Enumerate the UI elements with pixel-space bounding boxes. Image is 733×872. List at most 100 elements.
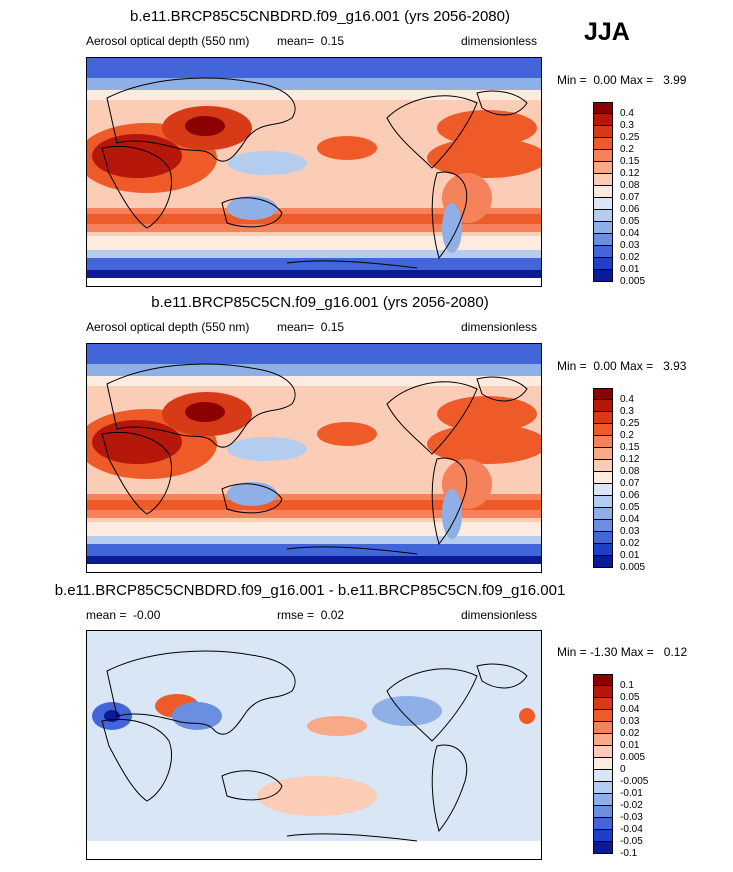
field-blob [92, 420, 182, 464]
min-value: -1.30 [590, 645, 618, 659]
mean-value: 0.15 [320, 34, 345, 48]
colorbar-swatch [593, 424, 613, 436]
colorbar-swatch [593, 234, 613, 246]
variable-label: Aerosol optical depth (550 nm) [86, 320, 250, 334]
colorbar-label: 0.2 [620, 144, 634, 155]
field-blob [437, 396, 537, 432]
field-band [87, 364, 541, 376]
colorbar-label: -0.02 [620, 800, 643, 811]
colorbar-swatch [593, 484, 613, 496]
coastline [101, 718, 173, 802]
mean-label: mean = -0.00 [86, 608, 161, 622]
map-field [87, 344, 541, 572]
colorbar-label: 0.25 [620, 132, 640, 143]
colorbar-label: -0.03 [620, 812, 643, 823]
colorbar-label: 0.005 [620, 752, 646, 763]
field-blob [227, 196, 277, 220]
colorbar-swatch [593, 162, 613, 174]
colorbar-swatch [593, 210, 613, 222]
colorbar-label: 0.12 [620, 168, 640, 179]
colorbar-swatch [593, 258, 613, 270]
colorbar-swatch [593, 746, 613, 758]
field-blob [172, 702, 222, 730]
coastline [386, 381, 478, 455]
colorbar-swatch [593, 388, 613, 400]
max-value: 0.12 [663, 645, 688, 659]
field-blob [372, 696, 442, 726]
coastline [431, 744, 468, 833]
field-blob [185, 116, 225, 136]
min-value: 0.00 [593, 359, 617, 373]
colorbar-swatch [593, 246, 613, 258]
field-band [87, 278, 541, 286]
field-band [87, 344, 541, 364]
colorbar-swatch [593, 722, 613, 734]
colorbar-label: 0.12 [620, 454, 640, 465]
field-band [87, 258, 541, 270]
field-band [87, 250, 541, 258]
colorbar-label: 0.005 [620, 562, 646, 573]
colorbar-label: 0 [620, 764, 626, 775]
rmse-value: 0.02 [320, 608, 345, 622]
field-band [87, 522, 541, 536]
aod-map [86, 343, 542, 573]
colorbar-label: 0.02 [620, 538, 640, 549]
coastline [386, 95, 478, 169]
colorbar-label: 0.07 [620, 192, 640, 203]
colorbar-swatch [593, 126, 613, 138]
difference-map [86, 630, 542, 860]
colorbar-swatch [593, 460, 613, 472]
field-band [87, 500, 541, 510]
colorbar-swatch [593, 782, 613, 794]
field-blob [227, 437, 307, 461]
colorbar-label: 0.15 [620, 156, 640, 167]
coastline [431, 171, 468, 260]
field-band [87, 214, 541, 224]
colorbar-swatch [593, 734, 613, 746]
colorbar-label: -0.005 [620, 776, 649, 787]
field-band [87, 376, 541, 386]
mean-value: 0.15 [320, 320, 345, 334]
season-label: JJA [584, 18, 630, 46]
field-band [87, 58, 541, 78]
field-blob [317, 422, 377, 446]
coastline [476, 663, 528, 689]
colorbar-label: 0.01 [620, 264, 640, 275]
panel-title: b.e11.BRCP85C5CNBDRD.f09_g16.001 (yrs 20… [130, 8, 510, 25]
mean-label: mean= 0.15 [277, 320, 345, 334]
coastline [106, 77, 296, 162]
variable-label: Aerosol optical depth (550 nm) [86, 34, 250, 48]
colorbar-label: -0.04 [620, 824, 643, 835]
colorbar-swatch [593, 830, 613, 842]
colorbar-swatch [593, 400, 613, 412]
panel-title: b.e11.BRCP85C5CNBDRD.f09_g16.001 - b.e11… [54, 582, 566, 599]
colorbar-swatch [593, 818, 613, 830]
colorbar-label: 0.04 [620, 514, 640, 525]
panel-experiment-b: b.e11.BRCP85C5CN.f09_g16.001 (yrs 2056-2… [0, 294, 733, 584]
field-blob [427, 424, 541, 464]
colorbar-label: 0.04 [620, 228, 640, 239]
coastline [431, 457, 468, 546]
colorbar-frame [593, 388, 613, 568]
panel-difference: b.e11.BRCP85C5CNBDRD.f09_g16.001 - b.e11… [0, 582, 733, 872]
coastline [101, 431, 173, 515]
colorbar-label: 0.04 [620, 704, 640, 715]
map-field [87, 631, 541, 859]
coastline [286, 833, 418, 842]
colorbar-label: 0.07 [620, 478, 640, 489]
field-blob [442, 489, 462, 539]
colorbar-swatch [593, 472, 613, 484]
aod-map [86, 57, 542, 287]
colorbar-label: 0.1 [620, 680, 634, 691]
field-blob [185, 402, 225, 422]
field-blob [227, 151, 307, 175]
field-blob [442, 203, 462, 253]
field-band [87, 536, 541, 544]
colorbar-label: 0.02 [620, 728, 640, 739]
mean-value: -0.00 [133, 608, 161, 622]
colorbar-swatch [593, 674, 613, 686]
field-band [87, 631, 541, 859]
colorbar-swatch [593, 544, 613, 556]
field-blob [519, 708, 535, 724]
field-band [87, 544, 541, 556]
